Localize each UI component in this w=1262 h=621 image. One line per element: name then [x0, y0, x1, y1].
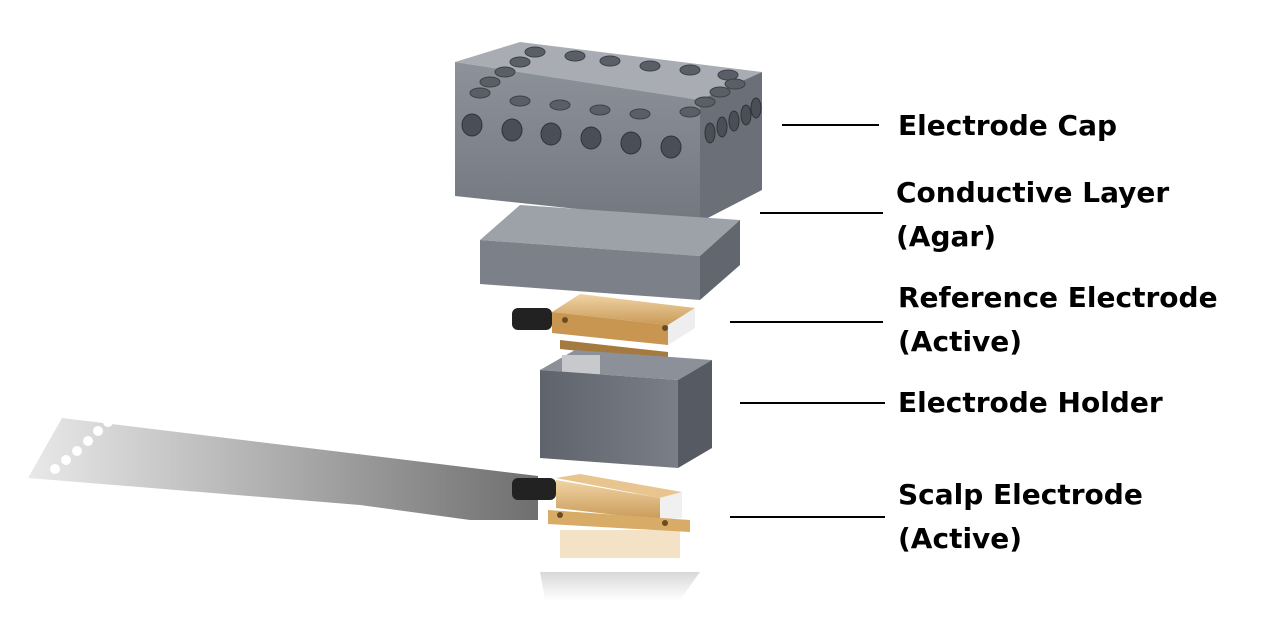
label-scalp-electrode: Scalp Electrode — [898, 478, 1143, 511]
floor-reflection — [540, 530, 700, 600]
reference-electrode-part — [512, 294, 695, 360]
leader-line-scalp — [730, 516, 885, 518]
label-electrode-cap: Electrode Cap — [898, 109, 1118, 142]
label-scalp-electrode-sub: (Active) — [898, 522, 1023, 555]
label-conductive-layer: Conductive Layer — [896, 176, 1170, 209]
label-electrode-holder: Electrode Holder — [898, 386, 1163, 419]
leader-line-cap — [782, 124, 879, 126]
label-reference-electrode: Reference Electrode — [898, 281, 1218, 314]
leader-line-reference — [730, 321, 883, 323]
ground-shadow — [28, 417, 538, 520]
electrode-holder-part — [540, 350, 712, 468]
scalp-electrode-part — [512, 474, 690, 532]
leader-line-conductive — [760, 212, 883, 214]
leader-line-holder — [740, 402, 885, 404]
electrode-cap-part — [455, 42, 762, 222]
label-conductive-layer-sub: (Agar) — [896, 220, 997, 253]
label-reference-electrode-sub: (Active) — [898, 325, 1023, 358]
conductive-layer-part — [480, 205, 740, 300]
